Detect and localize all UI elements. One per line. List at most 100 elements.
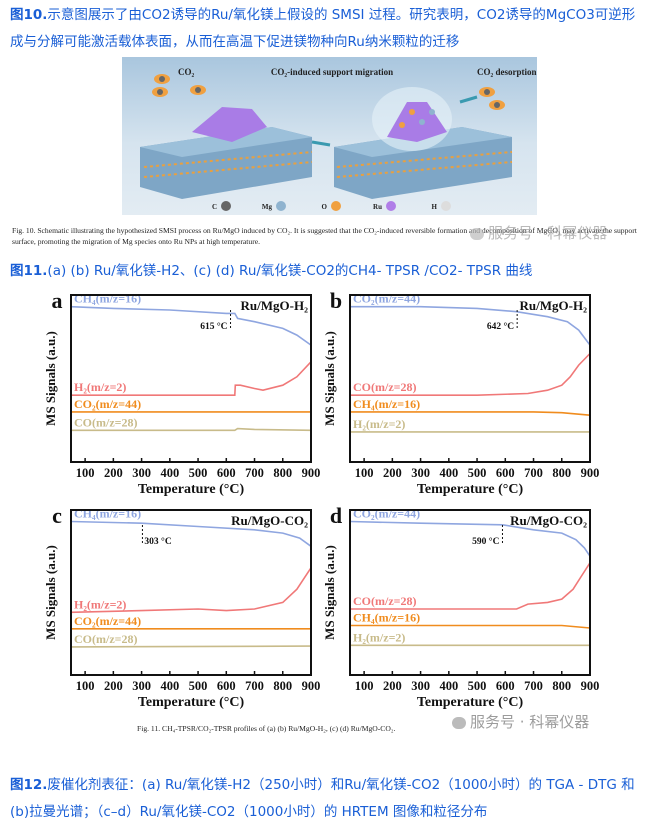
smsi-schematic-illustration: CO₂ CO₂-induced support migration CO₂ de…: [140, 67, 536, 211]
series-line: [350, 562, 591, 610]
annotation-label: 590 °C: [472, 536, 499, 547]
watermark-text: 服务号 · 科幂仪器: [488, 224, 608, 242]
x-tick-label: 800: [552, 679, 571, 693]
legend-label: Mg: [262, 203, 273, 211]
x-tick-label: 700: [524, 679, 543, 693]
x-axis-label: Temperature (°C): [138, 482, 245, 497]
series-label: CO(m/z=28): [353, 380, 417, 394]
y-axis-label: MS Signals (a.u.): [43, 545, 58, 640]
legend-swatch: [331, 201, 341, 211]
series-label: CO(m/z=28): [353, 594, 417, 608]
co2-molecule-icon: [479, 87, 495, 97]
figure-10-text: 示意图展示了由CO2诱导的Ru/氧化镁上假设的 SMSI 过程。研究表明，CO2…: [10, 7, 636, 50]
series-label: CH₄(m/z=16): [74, 292, 141, 306]
series-label: CO₂(m/z=44): [353, 292, 420, 306]
series-line: [350, 352, 591, 396]
panel-letter: b: [330, 288, 342, 313]
figure-11-caption: Fig. 11. CH₄-TPSR/CO₂-TPSR profiles of (…: [137, 724, 396, 733]
label-co2: CO₂: [178, 67, 195, 77]
figure-12-text: 废催化剂表征：(a) Ru/氧化镁-H2（250小时）和Ru/氧化镁-CO2（1…: [10, 777, 635, 820]
wechat-icon: [470, 227, 484, 240]
figure-11-description: 图11.(a) (b) Ru/氧化镁-H2、(c) (d) Ru/氧化镁-CO2…: [10, 258, 640, 285]
series-line: [349, 520, 591, 557]
legend-swatch: [386, 201, 396, 211]
legend-swatch: [441, 201, 451, 211]
x-tick-label: 300: [411, 466, 430, 480]
tpsr-charts: CH₄(m/z=16) H₂(m/z=2) CO₂(m/z=44) CO(m/z=28…: [43, 288, 599, 710]
x-tick-label: 700: [524, 466, 543, 480]
x-axis-label: Temperature (°C): [417, 482, 524, 497]
co2-molecule-icon: [489, 100, 505, 110]
mgo-support-left-top: [140, 127, 312, 157]
series-line: [70, 520, 312, 547]
watermark: 服务号 · 科幂仪器: [470, 222, 607, 243]
figure-10-description: 图10.示意图展示了由CO2诱导的Ru/氧化镁上假设的 SMSI 过程。研究表明…: [10, 2, 640, 56]
legend-swatch: [276, 201, 286, 211]
legend-label: C: [212, 203, 217, 211]
x-tick-label: 400: [439, 466, 458, 480]
y-axis-label: MS Signals (a.u.): [322, 545, 337, 640]
x-tick-label: 100: [76, 679, 95, 693]
chart-title: Ru/MgO-H₂: [520, 298, 588, 313]
ru-nanoparticle-left: [192, 107, 267, 142]
plot-frame: [349, 294, 591, 463]
series-line: [71, 361, 312, 396]
x-tick-label: 600: [217, 679, 236, 693]
co2-molecule-icon: [154, 74, 170, 84]
legend-swatch: [221, 201, 231, 211]
y-axis-label: MS Signals (a.u.): [322, 331, 337, 426]
series-line: [350, 411, 591, 416]
figure-11-text: (a) (b) Ru/氧化镁-H2、(c) (d) Ru/氧化镁-CO2的CH4…: [47, 263, 533, 279]
chart-title: Ru/MgO-CO₂: [510, 513, 587, 528]
chart-panel-c: CH₄(m/z=16) H₂(m/z=2) CO₂(m/z=44) CO(m/z=28…: [43, 503, 320, 710]
co2-molecule-icon: [152, 87, 168, 97]
figure-10-schematic: CO₂ CO₂-induced support migration CO₂ de…: [122, 57, 537, 215]
series-line: [350, 305, 591, 346]
x-tick-label: 500: [189, 466, 208, 480]
plot-frame: [349, 509, 591, 676]
label-migration: CO₂-induced support migration: [271, 67, 393, 77]
x-tick-label: 700: [245, 466, 264, 480]
figure-10-label: 图10.: [10, 7, 48, 23]
label-desorption: CO₂ desorption: [477, 67, 536, 77]
panel-letter: d: [330, 503, 342, 528]
series-label: CH₄(m/z=16): [353, 397, 420, 411]
series-line: [70, 305, 312, 346]
x-axis-label: Temperature (°C): [138, 695, 245, 710]
series-line: [70, 645, 312, 648]
panel-letter: c: [52, 503, 62, 528]
x-tick-label: 100: [355, 679, 374, 693]
x-tick-label: 700: [245, 679, 264, 693]
x-tick-label: 600: [217, 466, 236, 480]
x-tick-label: 400: [439, 679, 458, 693]
series-label: H₂(m/z=2): [74, 380, 126, 394]
x-tick-label: 400: [160, 466, 179, 480]
series-label: H₂(m/z=2): [353, 630, 405, 644]
x-tick-label: 500: [468, 679, 487, 693]
series-line: [70, 567, 312, 614]
figure-11-label: 图11.: [10, 263, 48, 279]
x-tick-label: 100: [76, 466, 95, 480]
series-label: CO₂(m/z=44): [74, 614, 141, 628]
x-tick-label: 600: [496, 466, 515, 480]
x-tick-label: 300: [411, 679, 430, 693]
series-label: H₂(m/z=2): [353, 417, 405, 431]
x-tick-label: 200: [104, 466, 123, 480]
series-label: CO(m/z=28): [74, 632, 138, 646]
series-label: CO(m/z=28): [74, 415, 138, 429]
series-label: CO₂(m/z=44): [353, 507, 420, 521]
watermark: 服务号 · 科幂仪器: [452, 711, 589, 732]
wechat-icon: [452, 716, 466, 729]
plot-frame: [70, 509, 312, 676]
arrow-icon: [311, 140, 331, 147]
x-tick-label: 100: [355, 466, 374, 480]
chart-panel-a: CH₄(m/z=16) H₂(m/z=2) CO₂(m/z=44) CO(m/z=28…: [43, 288, 320, 497]
x-tick-label: 300: [132, 466, 151, 480]
legend-label: O: [322, 203, 328, 211]
figure-12-description: 图12.废催化剂表征：(a) Ru/氧化镁-H2（250小时）和Ru/氧化镁-C…: [10, 772, 640, 826]
watermark-text: 服务号 · 科幂仪器: [470, 713, 590, 731]
x-tick-label: 300: [132, 679, 151, 693]
annotation-label: 615 °C: [200, 321, 227, 332]
x-tick-label: 800: [273, 466, 292, 480]
series-label: CH₄(m/z=16): [74, 507, 141, 521]
